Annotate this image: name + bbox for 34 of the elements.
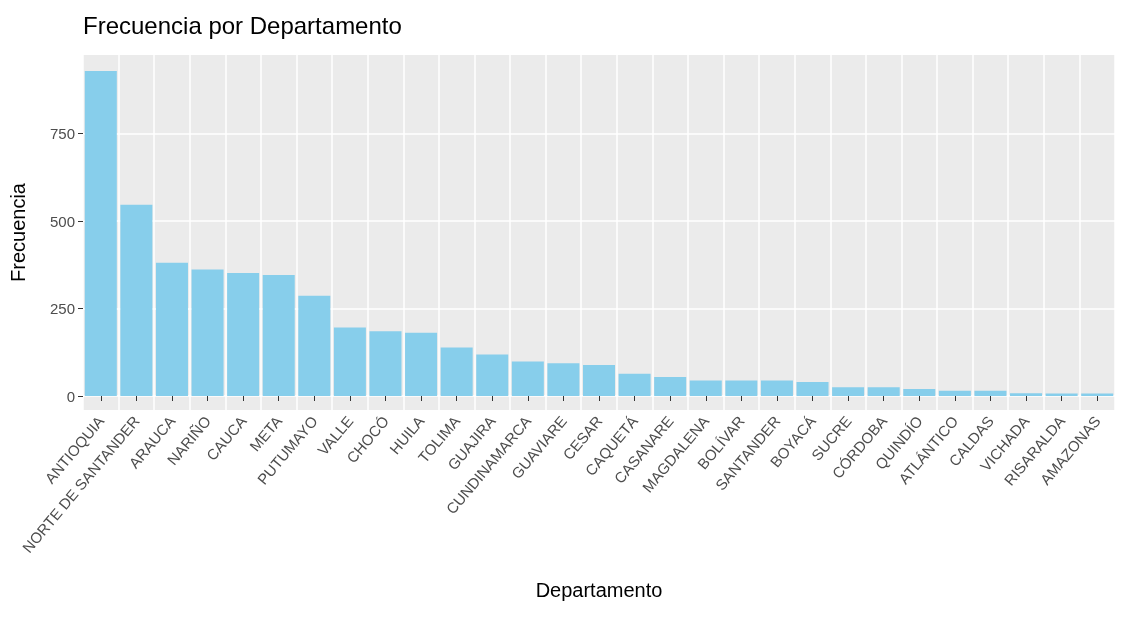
- bar: [191, 269, 224, 397]
- bar: [903, 389, 936, 397]
- bar: [440, 347, 473, 397]
- bar: [689, 380, 722, 397]
- bar: [618, 373, 651, 397]
- bar: [796, 382, 829, 397]
- bar: [867, 387, 900, 397]
- bar: [760, 380, 793, 397]
- bar: [511, 361, 544, 397]
- y-tick-label: 0: [66, 387, 75, 405]
- bar: [227, 272, 260, 397]
- y-tick-label: 750: [49, 125, 75, 143]
- bar: [582, 364, 616, 397]
- bar: [547, 363, 580, 397]
- bar: [654, 377, 687, 397]
- bar: [369, 331, 402, 397]
- bar: [155, 262, 188, 397]
- chart-title: Frecuencia por Departamento: [83, 11, 402, 39]
- y-axis-title: Frecuencia: [7, 182, 29, 282]
- bar: [298, 295, 331, 397]
- y-tick-label: 250: [49, 300, 75, 318]
- bar: [1010, 393, 1043, 397]
- bar: [262, 275, 295, 397]
- y-tick-label: 500: [49, 212, 75, 230]
- bar: [405, 332, 438, 397]
- bar: [120, 204, 153, 397]
- bar: [725, 380, 758, 397]
- bar: [938, 390, 971, 397]
- bar: [476, 354, 509, 397]
- bar: [974, 390, 1007, 397]
- bar: [832, 387, 865, 397]
- x-axis-title: Departamento: [535, 579, 663, 601]
- bar: [84, 71, 117, 397]
- bar: [333, 327, 366, 397]
